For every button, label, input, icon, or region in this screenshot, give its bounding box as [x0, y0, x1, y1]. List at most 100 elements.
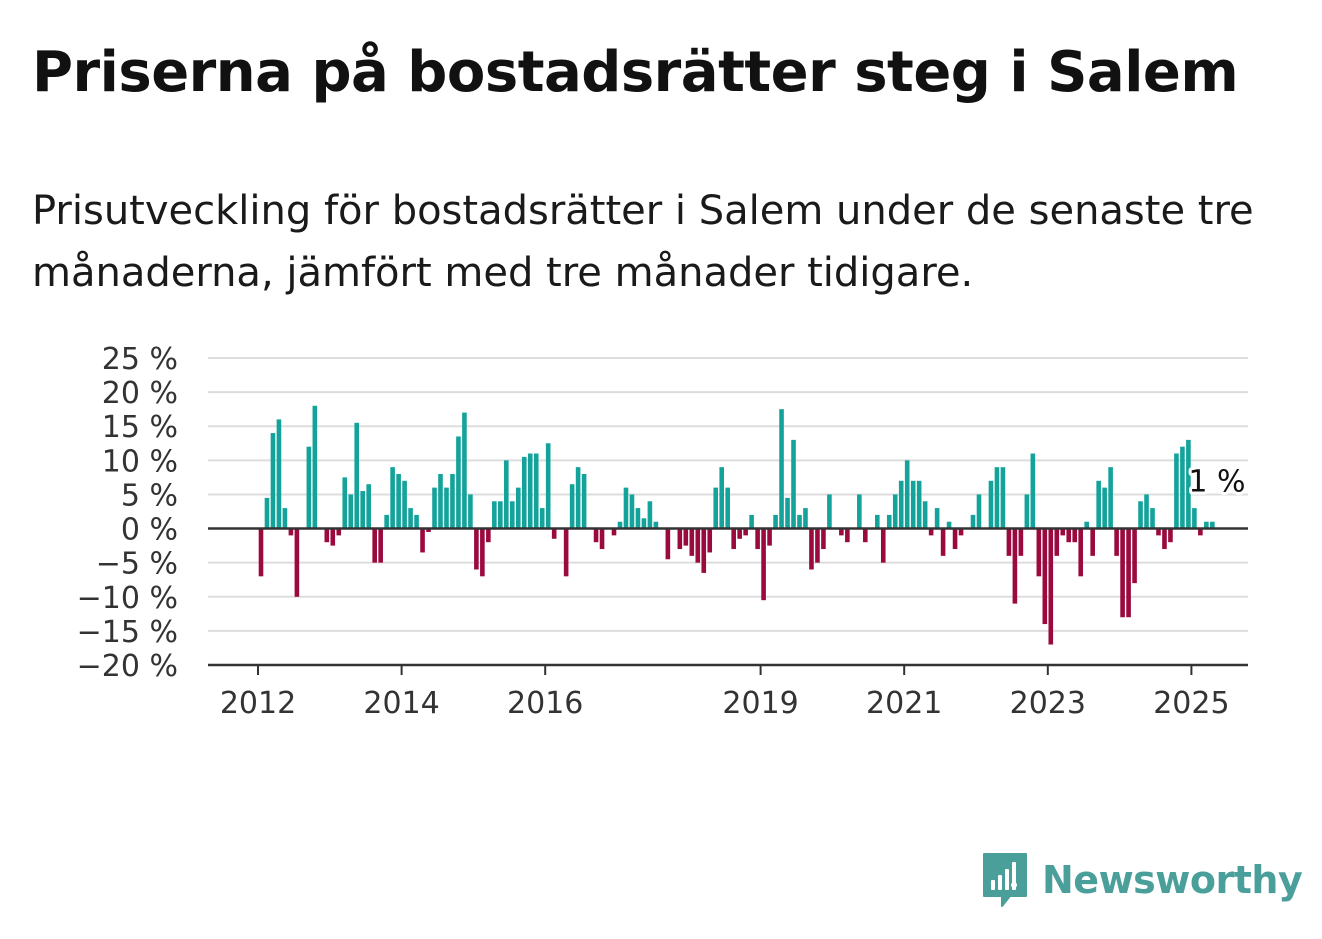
bar	[1096, 480, 1101, 529]
bar	[1012, 528, 1018, 604]
bar	[288, 528, 294, 536]
y-tick-label: 15 %	[102, 410, 178, 445]
bar	[1120, 528, 1125, 618]
y-tick-label: −15 %	[77, 615, 178, 650]
bar	[408, 508, 413, 529]
y-tick-label: −10 %	[77, 581, 178, 616]
bar	[282, 508, 288, 529]
y-tick-label: 20 %	[102, 376, 178, 411]
bar	[492, 501, 497, 529]
bar	[934, 508, 940, 529]
bar	[821, 528, 826, 550]
bar	[809, 528, 814, 570]
bar	[324, 528, 330, 543]
bar	[623, 487, 629, 529]
bar	[1048, 528, 1054, 645]
bar	[258, 528, 264, 577]
bar	[551, 528, 557, 539]
bar	[533, 453, 539, 529]
bar	[1204, 521, 1209, 529]
bar	[791, 439, 796, 529]
bar	[940, 528, 946, 556]
bar	[683, 528, 689, 546]
bar	[456, 436, 461, 529]
x-tick-label: 2016	[507, 686, 583, 721]
x-tick-label: 2025	[1153, 686, 1229, 721]
bar	[749, 514, 754, 529]
bar	[707, 528, 713, 553]
bar	[569, 484, 575, 529]
bar	[462, 412, 467, 529]
bar	[863, 528, 868, 543]
bar	[839, 528, 844, 536]
bar	[444, 487, 449, 529]
x-tick-label: 2023	[1010, 686, 1086, 721]
bar	[450, 473, 455, 529]
bar	[330, 528, 336, 546]
bar-layer	[258, 405, 1215, 645]
bar	[725, 487, 730, 529]
bar	[665, 528, 671, 560]
bar	[737, 528, 742, 539]
bar	[545, 443, 551, 529]
bar	[276, 419, 282, 529]
bar	[785, 497, 790, 529]
bar	[803, 508, 808, 529]
bar	[635, 508, 641, 529]
bar	[1036, 528, 1042, 577]
bar	[689, 528, 695, 556]
bar	[468, 494, 473, 529]
bar	[1186, 439, 1191, 529]
bar	[1078, 528, 1084, 577]
bar	[1060, 528, 1066, 536]
bar	[1174, 453, 1179, 529]
bar	[767, 528, 772, 546]
bar	[701, 528, 707, 573]
x-tick-label: 2014	[363, 686, 439, 721]
bar	[438, 473, 443, 529]
bar	[641, 518, 647, 529]
bar	[1138, 501, 1143, 529]
bar	[1126, 528, 1131, 618]
bar	[1102, 487, 1107, 529]
bar	[976, 494, 982, 529]
x-tick-label: 2021	[866, 686, 942, 721]
bar	[958, 528, 964, 536]
bar	[653, 521, 659, 529]
bar	[270, 433, 276, 529]
bar	[294, 528, 300, 597]
bar	[910, 480, 916, 529]
bar	[384, 514, 389, 529]
bar	[779, 409, 784, 529]
bar	[904, 460, 910, 529]
bar	[342, 477, 348, 529]
y-tick-label: 5 %	[121, 478, 178, 513]
bar	[498, 501, 503, 529]
bar	[898, 480, 904, 529]
bar	[486, 528, 491, 543]
bar	[928, 528, 934, 536]
bar	[414, 514, 419, 529]
bar	[1000, 467, 1006, 529]
bar	[539, 508, 545, 529]
bar	[563, 528, 569, 577]
bar	[1162, 528, 1167, 550]
bar	[420, 528, 425, 553]
bar	[575, 467, 581, 529]
y-tick-label: −20 %	[77, 649, 178, 684]
bar	[952, 528, 958, 550]
bar	[504, 460, 509, 529]
bar	[1168, 528, 1173, 543]
x-tick-label: 2012	[220, 686, 296, 721]
bar	[264, 497, 270, 529]
bar	[755, 528, 760, 550]
bar	[527, 453, 533, 529]
brand-logo: Newsworthy	[980, 850, 1303, 910]
bar	[713, 487, 719, 529]
bar	[743, 528, 748, 536]
bar	[1042, 528, 1048, 625]
bar	[515, 487, 521, 529]
bar	[1192, 508, 1197, 529]
bar	[629, 494, 635, 529]
brand-name: Newsworthy	[1042, 858, 1303, 902]
